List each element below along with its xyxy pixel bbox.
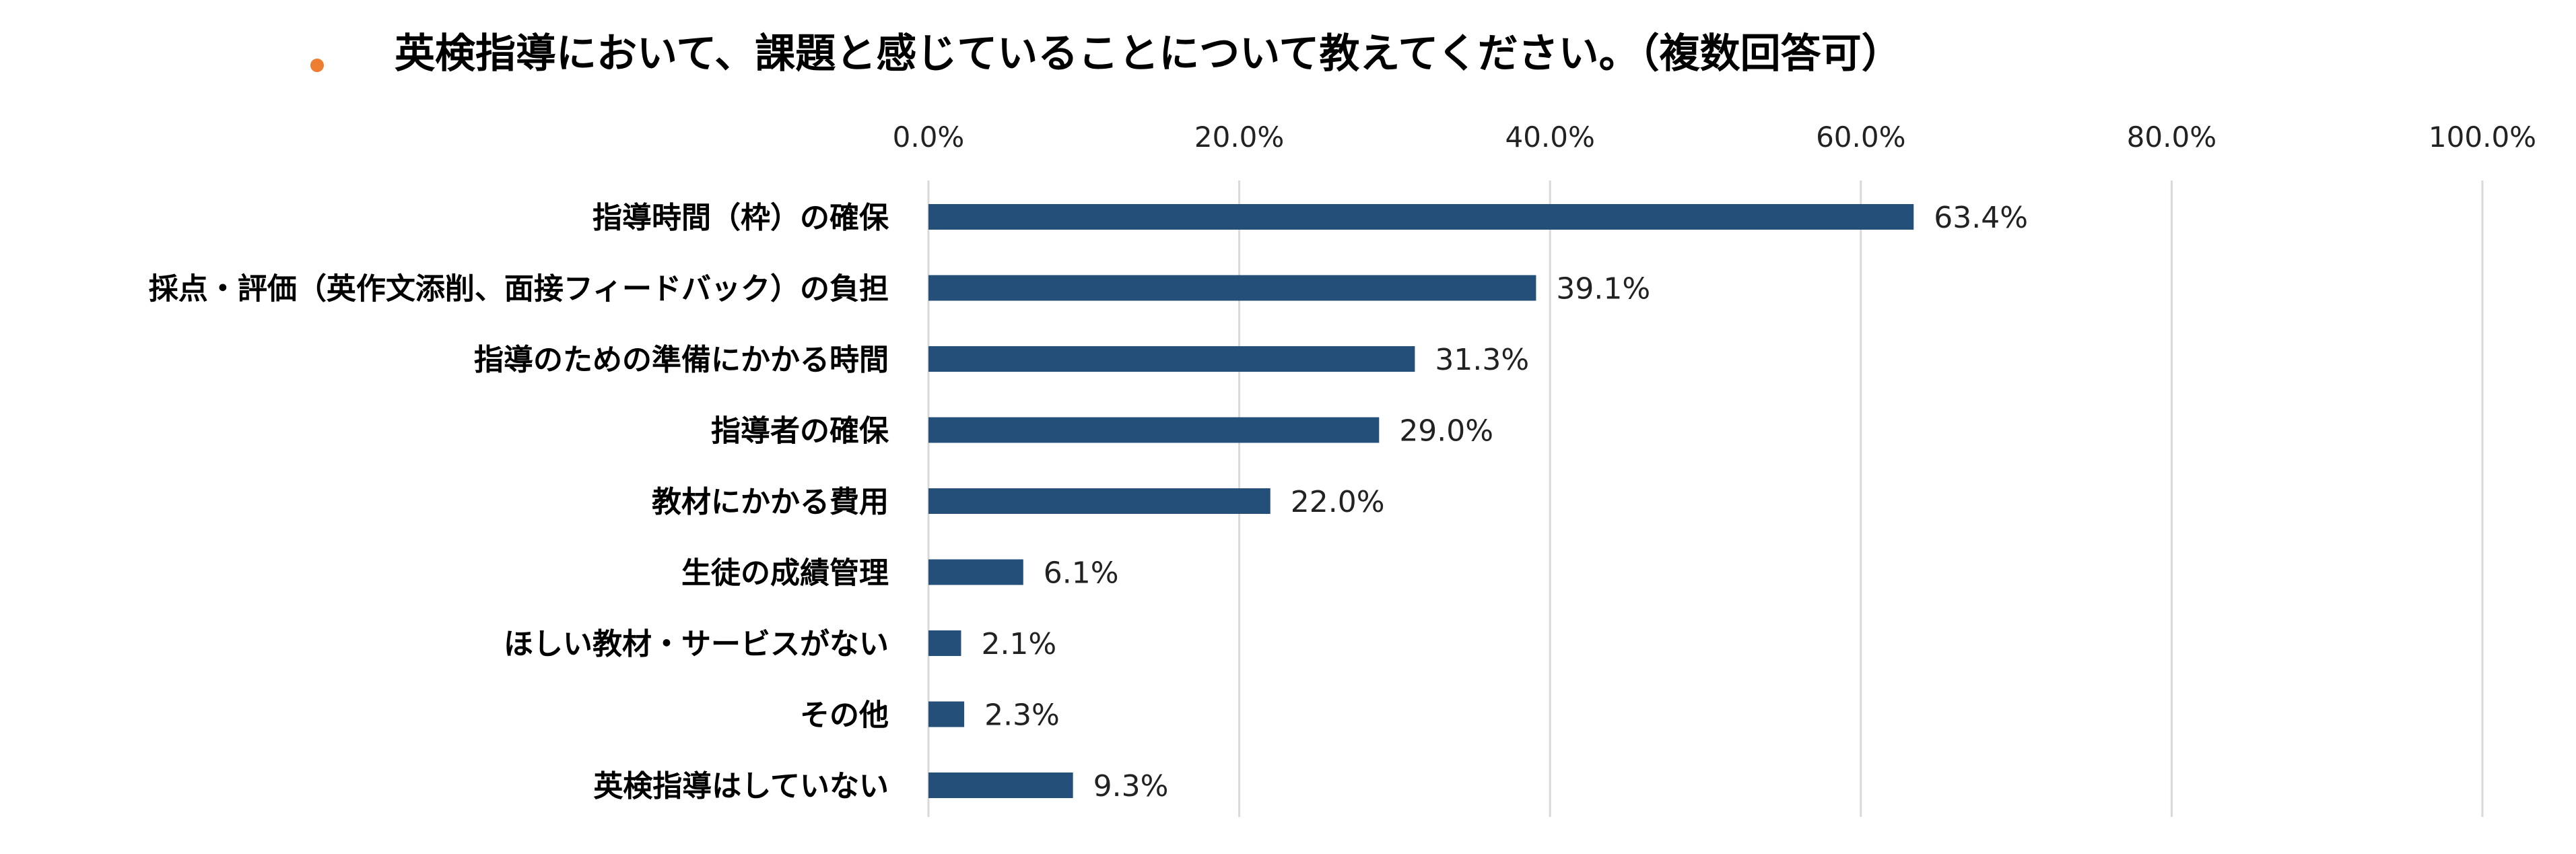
x-tick-label: 0.0% [893,121,965,154]
bar [928,417,1380,443]
data-label: 2.3% [984,698,1060,733]
x-tick-label: 80.0% [2127,121,2216,154]
bar [928,630,961,656]
bar [928,559,1023,585]
category-label: その他 [800,698,889,733]
data-label: 31.3% [1435,343,1529,377]
x-tick-label: 60.0% [1816,121,1905,154]
bar [928,773,1073,798]
x-tick-label: 40.0% [1505,121,1594,154]
category-label: 指導時間（枠）の確保 [592,201,889,235]
chart-title: 英検指導において、課題と感じていることについて教えてください。（複数回答可） [395,30,1902,77]
data-label: 6.1% [1044,556,1119,591]
category-label: ほしい教材・サービスがない [504,627,889,661]
bars: 指導時間（枠）の確保 63.4% 採点・評価（英作文添削、面接フィードバック）の負担… [149,201,2028,803]
data-label: 2.1% [981,627,1056,661]
data-label: 22.0% [1291,485,1385,519]
category-label: 教材にかかる費用 [652,485,889,519]
category-label: 採点・評価（英作文添削、面接フィードバック）の負担 [149,272,889,306]
x-tick-label: 100.0% [2429,121,2536,154]
bar [928,701,965,727]
category-label: 英検指導はしていない [593,769,889,803]
bar [928,488,1270,514]
bar [928,204,1914,230]
data-label: 29.0% [1399,414,1493,449]
data-label: 39.1% [1556,272,1650,306]
x-axis-ticks: 0.0% 20.0% 40.0% 60.0% 80.0% 100.0% [893,121,2536,154]
category-label: 指導者の確保 [711,414,889,449]
title-bullet-icon [310,59,324,72]
bar [928,346,1415,372]
x-tick-label: 20.0% [1194,121,1284,154]
bar [928,275,1536,301]
category-label: 生徒の成績管理 [681,556,889,591]
category-label: 指導のための準備にかかる時間 [474,343,889,377]
data-label: 9.3% [1093,769,1169,803]
data-label: 63.4% [1934,201,2028,235]
